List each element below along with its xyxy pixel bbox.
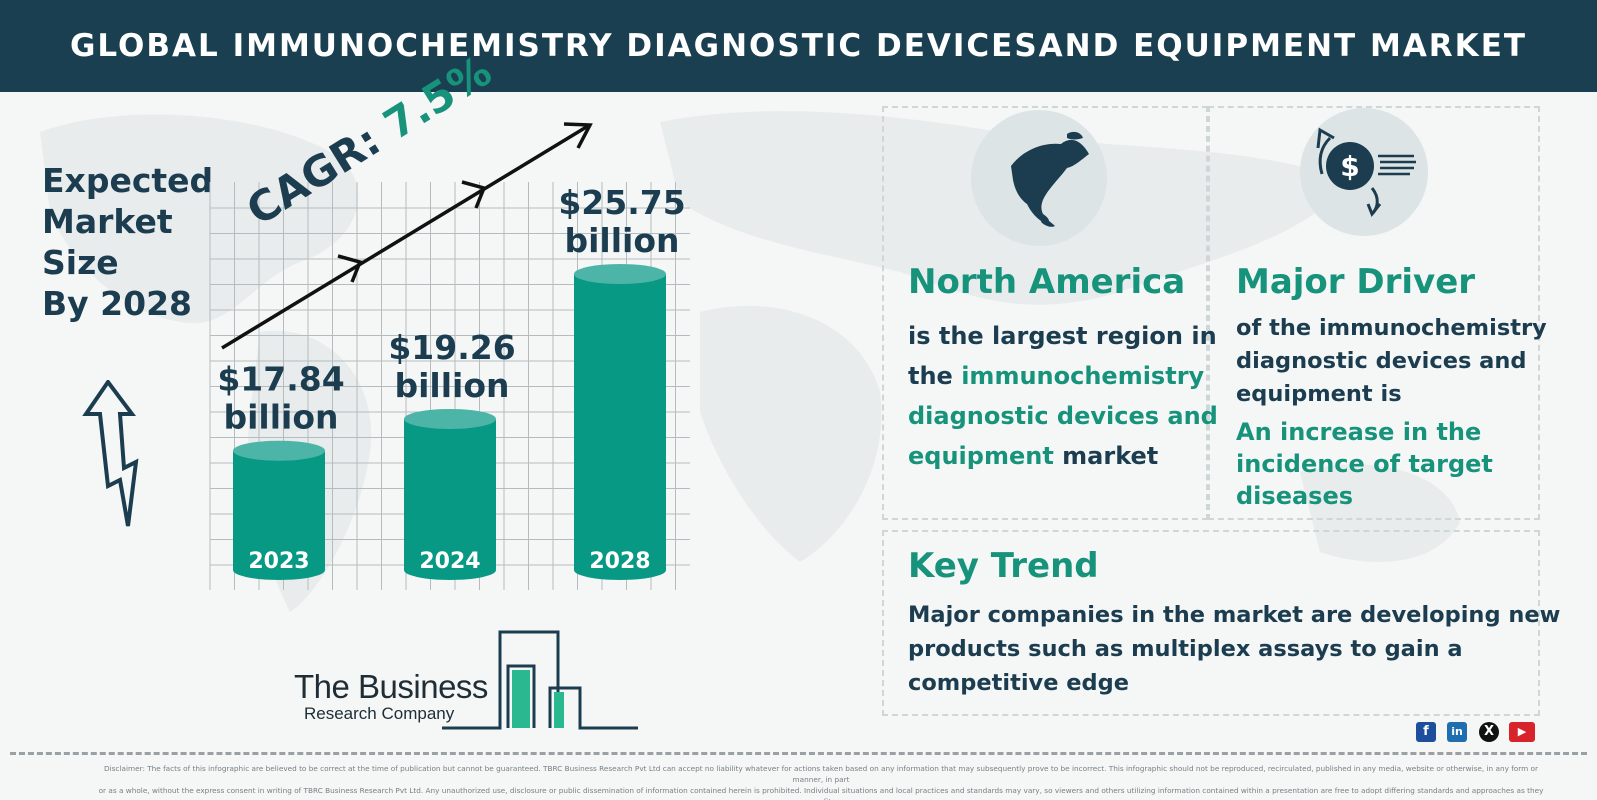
major-driver-panel <box>1208 106 1540 520</box>
youtube-icon[interactable]: ▶ <box>1509 722 1535 742</box>
na-highlight: immunochemistry <box>961 362 1205 390</box>
facebook-icon[interactable]: f <box>1416 722 1436 742</box>
footer-divider <box>10 752 1587 755</box>
bar <box>233 450 325 570</box>
major-driver-icon-circle: $ <box>1300 108 1428 236</box>
bar-value-label: $17.84 <box>217 360 344 399</box>
logo-buildings-icon <box>442 630 638 730</box>
header-bar: GLOBAL IMMUNOCHEMISTRY DIAGNOSTIC DEVICE… <box>0 0 1597 92</box>
driver-highlight-line: An increase in the <box>1236 418 1482 446</box>
bar-category-label: 2028 <box>589 549 650 574</box>
driver-line: equipment is <box>1236 381 1402 407</box>
svg-text:$: $ <box>1340 150 1359 183</box>
trend-line: competitive edge <box>908 670 1130 696</box>
bar-top <box>233 440 325 461</box>
bar <box>574 274 666 570</box>
bar-unit-label: billion <box>223 398 338 437</box>
trend-arrow-line <box>221 124 589 350</box>
na-highlight: diagnostic devices and <box>908 402 1218 430</box>
expected-line: Expected <box>42 161 214 200</box>
logo-subtitle: Research Company <box>304 704 455 723</box>
north-america-icon-circle <box>971 110 1107 246</box>
bars: 2023$17.84billion2024$19.26billion2028$2… <box>217 183 686 580</box>
bar-unit-label: billion <box>564 221 679 260</box>
driver-highlight-line: diseases <box>1236 482 1354 510</box>
expected-line: By 2028 <box>42 284 192 323</box>
market-size-chart: 2023$17.84billion2024$19.26billion2028$2… <box>209 122 690 590</box>
major-driver-highlight: An increase in the incidence of target d… <box>1236 416 1493 512</box>
north-america-panel <box>882 106 1208 520</box>
disclaimer-line: Disclaimer: The facts of this infographi… <box>103 764 1538 784</box>
trend-arrow-head <box>563 122 593 149</box>
na-text: the <box>908 362 962 390</box>
bar <box>404 418 496 570</box>
expected-line: Size <box>42 243 119 282</box>
bar-base <box>233 560 325 580</box>
trend-line: products such as multiplex assays to gai… <box>908 636 1463 662</box>
world-map-background <box>40 111 1460 612</box>
major-driver-text: of the immunochemistry diagnostic device… <box>1236 312 1547 411</box>
disclaimer-line: or as a whole, without the express conse… <box>98 786 1544 800</box>
trend-arrow-chevron <box>337 254 363 283</box>
trend-line: Major companies in the market are develo… <box>908 602 1561 628</box>
growth-arrow-icon <box>82 380 139 527</box>
driver-line: diagnostic devices and <box>1236 348 1527 374</box>
bar-unit-label: billion <box>394 366 509 405</box>
company-logo: The Business Research Company <box>294 628 644 738</box>
bar-category-label: 2024 <box>419 549 480 574</box>
dollar-exchange-icon: $ <box>1316 127 1416 217</box>
bar-category-label: 2023 <box>248 549 309 574</box>
bar-base <box>404 560 496 580</box>
key-trend-panel <box>882 530 1540 716</box>
bar-base <box>574 560 666 580</box>
driver-line: of the immunochemistry <box>1236 315 1547 341</box>
driver-highlight-line: incidence of target <box>1236 450 1493 478</box>
na-text: market <box>1053 442 1159 470</box>
bar-top <box>574 264 666 284</box>
key-trend-title: Key Trend <box>908 546 1099 586</box>
north-america-text: is the largest region in the immunochemi… <box>908 316 1218 476</box>
expected-market-size-label: Expected Market Size By 2028 <box>42 160 232 324</box>
major-driver-title: Major Driver <box>1236 262 1476 302</box>
north-america-title: North America <box>908 262 1186 302</box>
na-line: the immunochemistry <box>908 356 1218 396</box>
x-icon[interactable]: X <box>1479 722 1499 742</box>
trend-arrow <box>221 122 593 350</box>
bar-value-label: $19.26 <box>388 328 515 367</box>
disclaimer: Disclaimer: The facts of this infographi… <box>96 763 1546 800</box>
key-trend-text: Major companies in the market are develo… <box>908 598 1560 700</box>
trend-arrow-chevron <box>461 180 487 209</box>
linkedin-icon[interactable]: in <box>1447 722 1467 742</box>
na-highlight: equipment <box>908 442 1054 470</box>
bar-top <box>404 408 496 429</box>
north-america-map-icon <box>1011 131 1089 227</box>
na-line: is the largest region in <box>908 322 1217 350</box>
page-title: GLOBAL IMMUNOCHEMISTRY DIAGNOSTIC DEVICE… <box>69 28 1528 64</box>
na-line: equipment market <box>908 436 1218 476</box>
expected-line: Market <box>42 202 173 241</box>
logo-name: The Business <box>294 668 488 705</box>
bar-value-label: $25.75 <box>558 183 685 222</box>
